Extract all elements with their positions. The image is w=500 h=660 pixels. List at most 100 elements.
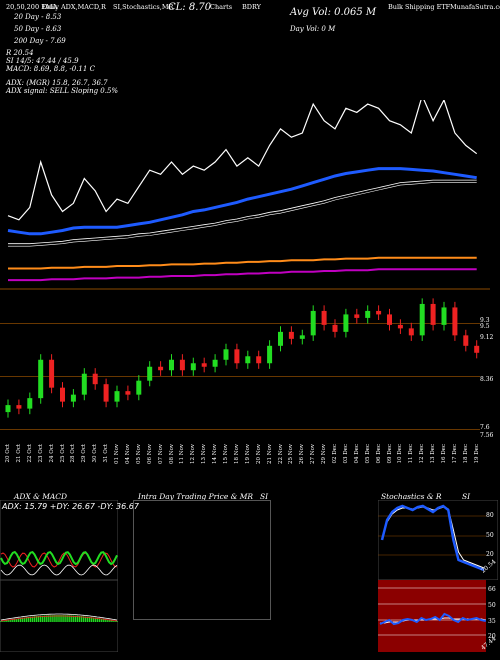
candle-body [179, 359, 185, 371]
candle-body [147, 366, 153, 381]
si-level-20: 20 [488, 633, 496, 640]
date-label: 29 Oct [81, 444, 88, 463]
candle-body [27, 398, 33, 409]
candle-body [299, 335, 305, 339]
ema50-lower-line [8, 182, 477, 247]
candle-body [452, 307, 458, 336]
date-label: 24 Oct [48, 444, 55, 463]
adx-line2: ADX signal: SELL Sloping 0.5% [6, 87, 119, 95]
date-label: 19 Dec [473, 444, 480, 464]
date-label: 29 Nov [321, 444, 328, 464]
date-label: 14 Nov [212, 444, 219, 464]
si-level-66: 66 [488, 586, 496, 593]
legend-si: SI 14/5: 47.44 / 45.9 [6, 57, 79, 65]
stochastics-panel [378, 500, 498, 580]
panel-title-adx-macd: ADX & MACD [14, 492, 68, 501]
date-label: 16 Dec [441, 444, 447, 464]
close-price-line [7, 100, 478, 221]
candle-body [267, 345, 273, 364]
date-label: 10 Dec [397, 444, 404, 464]
date-label: 30 Oct [92, 444, 99, 463]
date-label: 18 Dec [462, 444, 469, 464]
long-ma-line [8, 268, 477, 282]
candle-body [441, 307, 447, 325]
header-daily: Daily ADX,MACD,R [42, 3, 106, 11]
date-label: 04 Nov [124, 444, 131, 464]
date-label: 26 Nov [299, 444, 306, 464]
adx-line1: ADX: (MGR) 15.8, 26.7, 36.7 [6, 79, 108, 87]
si-level-50: 50 [488, 602, 496, 609]
candle-body [92, 373, 98, 385]
candle-body [321, 310, 327, 325]
candle-body [376, 310, 382, 315]
panel-title-intraday: Intra Day Trading Price & MR [138, 492, 254, 501]
stoch-k-line [380, 504, 485, 572]
candle-body [332, 324, 338, 332]
macd-panel [0, 580, 118, 652]
candle-body [288, 331, 294, 339]
adx-panel [0, 500, 118, 580]
date-axis: 20 Oct 21 Oct 22 Oct 23 Oct 24 Oct 25 Oct 28 O… [0, 440, 490, 490]
date-label: 31 Oct [103, 444, 110, 463]
date-label: 25 Nov [288, 444, 295, 464]
price-level-9-3: 9.3 [480, 317, 490, 324]
date-label: 22 Nov [277, 444, 284, 464]
date-label: 04 Dec [353, 444, 360, 464]
legend-ema20: 20 Day - 8.53 [14, 13, 62, 21]
candle-body [169, 359, 174, 371]
candle-body [103, 384, 109, 402]
date-label: 20 Nov [255, 444, 262, 464]
ema20-line [7, 167, 477, 236]
header-day-vol: Day Vol: 0 M [290, 25, 336, 33]
date-label: 12 Nov [190, 444, 197, 464]
legend-macd: MACD: 8.69, 8.8, -0.11 C [6, 65, 95, 73]
price-level-9-5: 9.5 [480, 323, 490, 330]
price-level-9-12: 9.12 [480, 334, 494, 341]
date-label: 23 Oct [37, 444, 44, 463]
candle-body [365, 310, 371, 318]
legend-r: R 20.54 [6, 49, 34, 57]
date-label: 02 Dec [332, 444, 338, 464]
si-level-35: 35 [488, 618, 496, 625]
candle-body [387, 314, 392, 325]
stoch-level-50: 50 [486, 532, 494, 539]
candle-body [256, 356, 262, 364]
candle-body [136, 380, 142, 395]
ema50-line [8, 179, 477, 245]
candle-body [49, 359, 55, 388]
header-si-stoch: SI,Stochastics,MR [113, 3, 174, 11]
date-label: 25 Oct [59, 444, 66, 463]
date-label: 21 Nov [266, 444, 273, 464]
date-label: 11 Dec [408, 444, 415, 464]
date-label: 12 Dec [419, 444, 426, 464]
candle-body [245, 356, 251, 364]
header-charts: Charts [210, 3, 233, 11]
header-ema: 20,50,200 EMA [6, 3, 58, 11]
date-label: 11 Nov [179, 444, 186, 464]
date-label: 15 Nov [223, 444, 229, 464]
si-panel [378, 580, 487, 652]
legend-ema200: 200 Day - 7.69 [14, 37, 66, 45]
panel-title-si: SI [260, 492, 269, 501]
header-site: MunafaSutra.com [450, 3, 500, 11]
candle-body [234, 349, 240, 364]
intraday-panel [133, 500, 271, 620]
stoch-level-80: 80 [486, 512, 494, 519]
date-label: 13 Dec [430, 444, 437, 464]
candle-body [463, 335, 469, 346]
date-label: 06 Dec [375, 444, 382, 464]
date-label: 20 Oct [5, 444, 11, 463]
si-background [378, 580, 486, 652]
candle-body [158, 366, 164, 371]
date-label: 27 Nov [310, 444, 317, 464]
candle-body [5, 405, 11, 413]
adx-frame [0, 500, 118, 580]
si-line [379, 612, 487, 626]
candle-body [60, 387, 65, 402]
header-company: Bulk Shipping ETF [388, 3, 451, 11]
adx-minus-di-line [0, 552, 118, 568]
adx-plus-di-line [0, 550, 118, 566]
date-label: 22 Oct [26, 444, 33, 463]
date-label: 05 Nov [135, 444, 142, 464]
candle-body [212, 359, 218, 367]
